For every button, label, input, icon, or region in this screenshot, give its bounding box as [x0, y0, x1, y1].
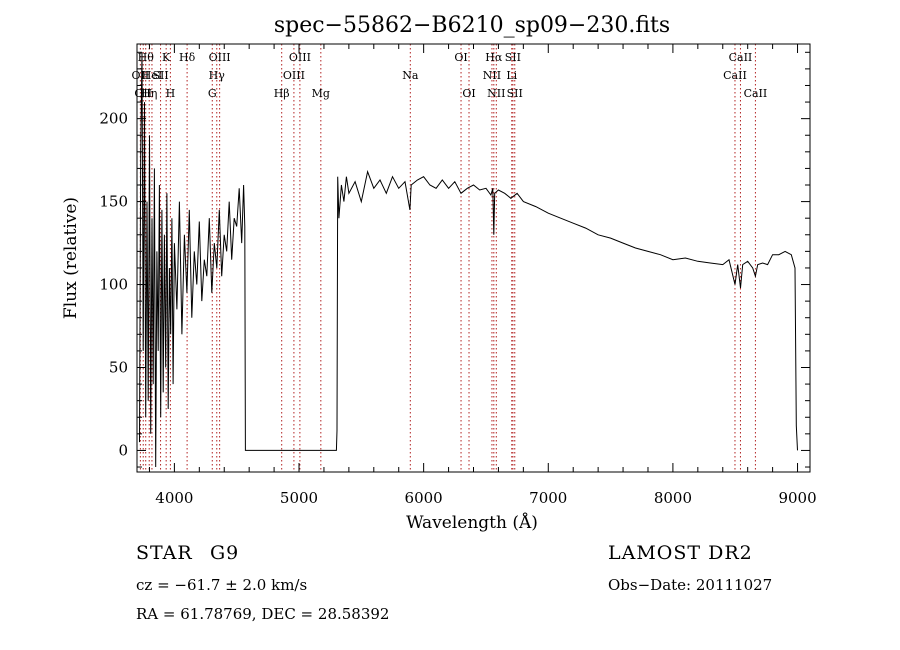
x-axis-label: Wavelength (Å) — [406, 512, 538, 533]
line-marker-label-13: OIII — [283, 69, 305, 82]
y-tick-label-0: 0 — [118, 441, 128, 459]
x-axis-ticks: 4000 5000 6000 7000 8000 9000 — [148, 44, 817, 507]
x-tick-label-1: 5000 — [280, 489, 318, 507]
y-tick-label-4: 200 — [99, 110, 128, 128]
y-axis-label: Flux (relative) — [61, 197, 81, 319]
line-marker-label-3: Hη — [141, 87, 157, 100]
object-subclass: G9 — [210, 542, 240, 564]
y-tick-label-1: 50 — [109, 358, 128, 376]
line-marker-label-5: SII — [152, 69, 168, 82]
line-marker-label-10: Hγ — [209, 69, 226, 82]
line-marker-label-20: Hα — [485, 51, 503, 64]
y-tick-label-2: 100 — [99, 276, 128, 294]
observation-date: Obs−Date: 20111027 — [608, 576, 773, 594]
line-marker-label-23: SII — [505, 51, 521, 64]
line-marker-label-21: NII — [487, 87, 505, 100]
line-marker-label-7: H — [166, 87, 176, 100]
line-marker-label-6: K — [162, 51, 171, 64]
line-marker-label-14: OIII — [289, 51, 311, 64]
x-tick-label-2: 6000 — [405, 489, 443, 507]
line-marker-label-26: CaII — [729, 51, 753, 64]
spectral-line-markers — [139, 44, 756, 472]
spectral-line-labels: OIIOIIHθHηHeISIIKHHδGHγOIIIHβOIIIOIIIMgN… — [132, 51, 768, 100]
line-marker-label-11: OIII — [209, 51, 231, 64]
line-marker-label-8: Hδ — [179, 51, 196, 64]
line-marker-label-4: HeI — [142, 69, 162, 82]
line-marker-label-24: SII — [507, 87, 523, 100]
line-marker-label-27: CaII — [744, 87, 768, 100]
line-marker-label-19: NII — [483, 69, 501, 82]
line-marker-label-17: OI — [454, 51, 467, 64]
object-class: STAR — [136, 542, 193, 564]
x-tick-label-4: 8000 — [654, 489, 692, 507]
line-marker-label-2: Hθ — [138, 51, 155, 64]
redshift-velocity: cz = −61.7 ± 2.0 km/s — [136, 576, 308, 594]
x-tick-label-0: 4000 — [155, 489, 193, 507]
chart-title: spec−55862−B6210_sp09−230.fits — [274, 13, 670, 38]
survey-name: LAMOST DR2 — [608, 542, 753, 564]
line-marker-label-18: OI — [462, 87, 475, 100]
y-axis-ticks: 0 50 100 150 200 — [99, 51, 810, 468]
spectrum-line — [139, 52, 798, 468]
line-marker-label-25: CaII — [723, 69, 747, 82]
x-tick-label-3: 7000 — [529, 489, 567, 507]
y-tick-label-3: 150 — [99, 193, 128, 211]
line-marker-label-15: Mg — [312, 87, 330, 100]
line-marker-label-22: Li — [506, 69, 517, 82]
line-marker-label-16: Na — [402, 69, 419, 82]
line-marker-label-0: OII — [132, 69, 150, 82]
coordinates: RA = 61.78769, DEC = 28.58392 — [136, 605, 390, 623]
x-tick-label-5: 9000 — [778, 489, 816, 507]
plot-frame — [136, 43, 811, 473]
line-marker-label-12: Hβ — [274, 87, 290, 100]
line-marker-label-9: G — [208, 87, 217, 100]
line-marker-label-1: OII — [134, 87, 152, 100]
